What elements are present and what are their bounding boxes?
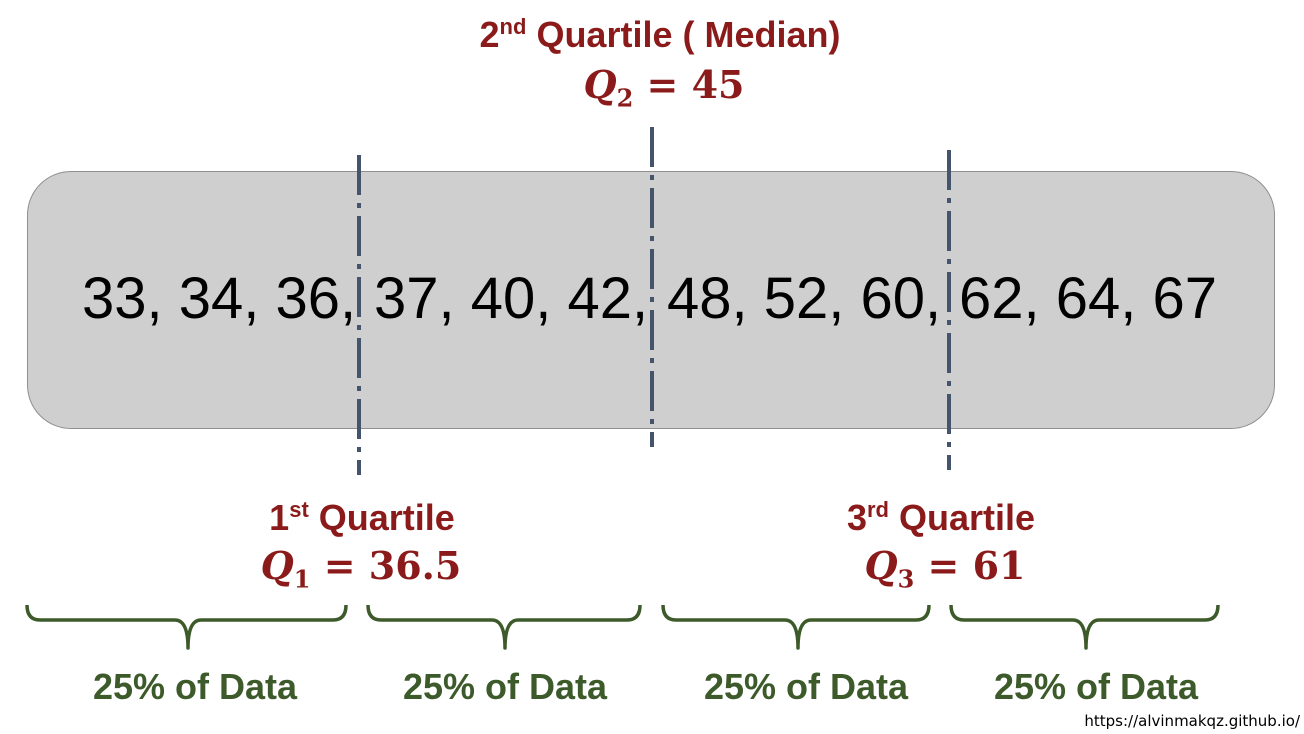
q2-index: 2 bbox=[616, 83, 634, 113]
brace-segment-2 bbox=[366, 604, 642, 650]
q2-symbol: Q bbox=[583, 62, 617, 107]
q3-title: 3rd Quartile bbox=[847, 497, 1035, 539]
data-group-4: 62, 64, 67 bbox=[959, 266, 1217, 331]
q3-formula: Q3 = 61 bbox=[864, 543, 1026, 594]
brace-segment-3 bbox=[661, 604, 931, 650]
source-url: https://alvinmakqz.github.io/ bbox=[1084, 712, 1300, 730]
data-group-2: 37, 40, 42, bbox=[374, 266, 649, 331]
q2-title-text: Quartile ( Median) bbox=[526, 14, 841, 55]
q3-symbol: Q bbox=[864, 543, 898, 588]
q1-title-text: Quartile bbox=[308, 497, 455, 538]
q1-symbol: Q bbox=[260, 543, 294, 588]
q2-ordinal-suffix: nd bbox=[499, 14, 527, 39]
q1-index: 1 bbox=[293, 564, 311, 594]
data-group-3: 48, 52, 60, bbox=[667, 266, 942, 331]
q3-title-text: Quartile bbox=[888, 497, 1036, 538]
q3-index: 3 bbox=[897, 564, 915, 594]
q2-formula: Q2 = 45 bbox=[583, 62, 745, 113]
q1-title: 1st Quartile bbox=[269, 497, 455, 539]
brace-segment-1 bbox=[25, 604, 348, 650]
segment-label-4: 25% of Data bbox=[993, 666, 1199, 707]
segment-label-3: 25% of Data bbox=[703, 666, 909, 707]
data-group-1: 33, 34, 36, bbox=[82, 266, 357, 331]
q1-ordinal: 1 bbox=[269, 497, 290, 538]
q1-ordinal-suffix: st bbox=[289, 497, 309, 522]
q2-ordinal: 2 bbox=[479, 14, 500, 55]
segment-label-2: 25% of Data bbox=[402, 666, 608, 707]
q2-value: 45 bbox=[691, 62, 745, 107]
q3-ordinal-suffix: rd bbox=[866, 497, 889, 522]
q2-title: 2nd Quartile ( Median) bbox=[480, 14, 841, 56]
brace-segment-4 bbox=[949, 604, 1220, 650]
q3-ordinal: 3 bbox=[846, 497, 867, 538]
q1-formula: Q1 = 36.5 bbox=[260, 543, 462, 594]
q3-value: 61 bbox=[972, 543, 1026, 588]
q1-value: 36.5 bbox=[368, 543, 462, 588]
segment-label-1: 25% of Data bbox=[92, 666, 298, 707]
